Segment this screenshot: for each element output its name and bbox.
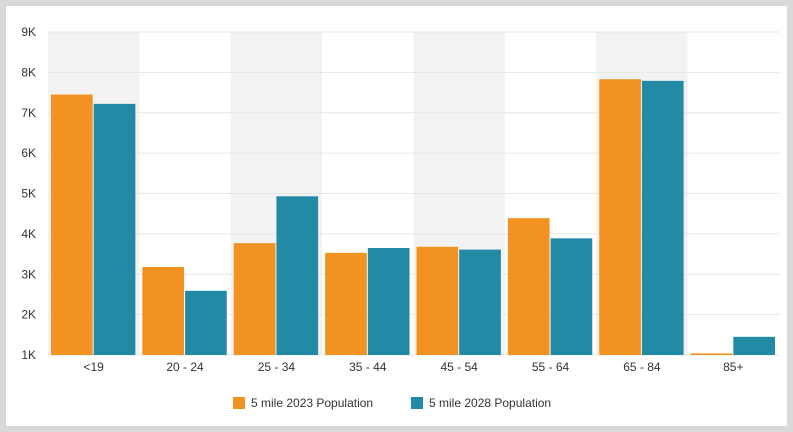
y-axis-ticks: 1K 2K 3K 4K 5K 6K 7K 8K 9K	[21, 25, 36, 362]
bar-series2[interactable]	[185, 290, 227, 355]
bars	[51, 79, 775, 356]
bar-series1[interactable]	[233, 243, 276, 355]
bar-series2[interactable]	[641, 80, 684, 355]
x-tick-label: 55 - 64	[532, 360, 570, 374]
y-tick-label: 7K	[21, 106, 36, 120]
bar-series1[interactable]	[507, 218, 550, 355]
legend-swatch	[411, 397, 423, 409]
bar-series1[interactable]	[51, 94, 93, 356]
x-tick-label: 45 - 54	[441, 360, 479, 374]
bar-chart: 1K 2K 3K 4K 5K 6K 7K 8K 9K <19 20 - 24 25 - 34 35 -…	[21, 25, 779, 410]
bar-series1[interactable]	[416, 246, 459, 355]
legend-item-series2[interactable]: 5 mile 2028 Population	[411, 396, 551, 410]
bar-series1[interactable]	[690, 353, 733, 355]
bar-series1[interactable]	[325, 252, 367, 355]
y-tick-label: 1K	[21, 348, 36, 362]
bar-series2[interactable]	[93, 103, 136, 356]
bar-series1[interactable]	[599, 79, 641, 356]
legend-swatch	[233, 397, 245, 409]
y-tick-label: 8K	[21, 65, 36, 79]
y-tick-label: 2K	[21, 308, 36, 322]
x-tick-label: 85+	[723, 360, 743, 374]
x-tick-label: 25 - 34	[258, 360, 296, 374]
x-tick-label: <19	[84, 360, 105, 374]
legend: 5 mile 2023 Population 5 mile 2028 Popula…	[233, 396, 551, 410]
legend-label: 5 mile 2028 Population	[429, 396, 551, 410]
y-tick-label: 9K	[21, 25, 36, 39]
y-tick-label: 5K	[21, 187, 36, 201]
bar-series1[interactable]	[142, 266, 185, 355]
y-tick-label: 3K	[21, 267, 36, 281]
bar-series2[interactable]	[276, 196, 319, 355]
legend-label: 5 mile 2023 Population	[251, 396, 373, 410]
y-tick-label: 6K	[21, 146, 36, 160]
bar-series2[interactable]	[733, 336, 775, 355]
y-tick-label: 4K	[21, 227, 36, 241]
legend-item-series1[interactable]: 5 mile 2023 Population	[233, 396, 373, 410]
bar-series2[interactable]	[367, 248, 410, 355]
bar-series2[interactable]	[550, 238, 593, 355]
x-tick-label: 65 - 84	[623, 360, 661, 374]
x-axis-ticks: <19 20 - 24 25 - 34 35 - 44 45 - 54 55 - 64 65…	[84, 360, 744, 374]
x-tick-label: 20 - 24	[166, 360, 204, 374]
chart-panel: 1K 2K 3K 4K 5K 6K 7K 8K 9K <19 20 - 24 25 - 34 35 -…	[6, 6, 787, 426]
bar-series2[interactable]	[459, 249, 501, 355]
x-tick-label: 35 - 44	[349, 360, 387, 374]
